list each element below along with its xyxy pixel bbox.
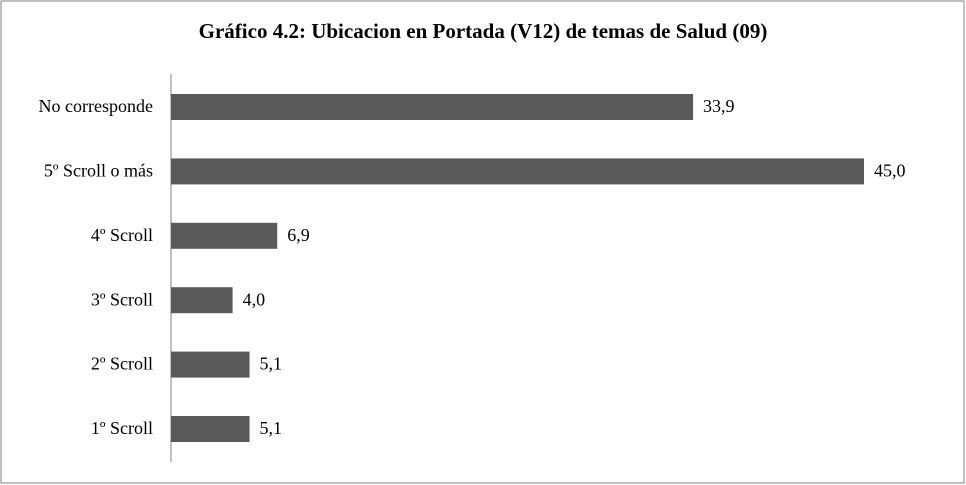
value-label: 5,1 xyxy=(260,418,283,438)
bar xyxy=(171,158,864,185)
value-label: 4,0 xyxy=(243,289,266,309)
bar xyxy=(171,94,694,120)
category-label: No corresponde xyxy=(39,96,153,116)
value-label: 45,0 xyxy=(874,161,906,181)
value-label: 33,9 xyxy=(703,96,735,116)
bar xyxy=(171,287,233,314)
category-label: 5º Scroll o más xyxy=(44,161,153,181)
bar xyxy=(171,416,250,442)
chart-title: Gráfico 4.2: Ubicacion en Portada (V12) … xyxy=(199,19,768,43)
bar xyxy=(171,351,250,378)
category-label: 3º Scroll xyxy=(91,289,153,309)
category-label: 4º Scroll xyxy=(91,225,153,245)
value-label: 5,1 xyxy=(260,354,283,374)
category-label: 1º Scroll xyxy=(91,418,153,438)
value-label: 6,9 xyxy=(287,225,310,245)
category-label: 2º Scroll xyxy=(91,354,153,374)
bar xyxy=(171,222,278,249)
